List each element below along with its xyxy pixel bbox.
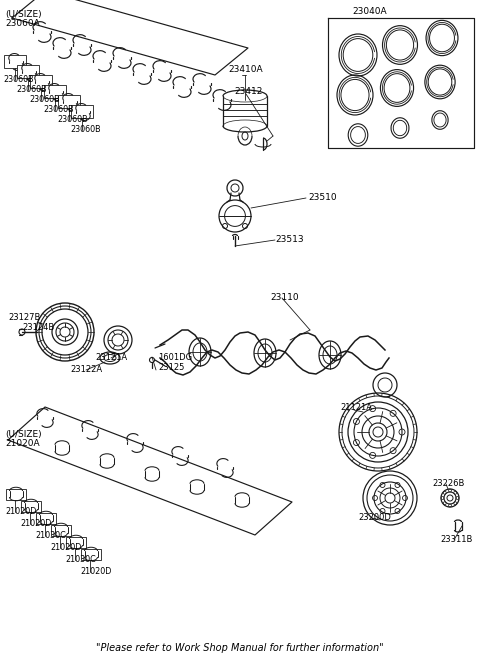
Text: (U/SIZE): (U/SIZE) <box>5 430 42 440</box>
Text: 21020D: 21020D <box>50 544 82 553</box>
Text: (U/SIZE): (U/SIZE) <box>5 10 42 20</box>
Bar <box>30 75 52 88</box>
Text: 23125: 23125 <box>158 364 184 373</box>
Bar <box>44 85 66 98</box>
Text: 23410A: 23410A <box>228 66 263 75</box>
Bar <box>66 537 86 548</box>
Text: 23226B: 23226B <box>432 479 464 489</box>
Text: 23060A: 23060A <box>5 18 40 28</box>
Text: 23060B: 23060B <box>16 86 47 94</box>
Text: 23127B: 23127B <box>8 314 40 322</box>
Text: 1601DG: 1601DG <box>158 354 192 362</box>
Bar <box>36 513 56 524</box>
Text: 23200D: 23200D <box>358 514 391 523</box>
Bar <box>71 105 93 118</box>
Text: 23121A: 23121A <box>95 354 127 362</box>
Text: 23060B: 23060B <box>3 75 34 84</box>
Text: 21020D: 21020D <box>80 567 111 576</box>
Text: 23060B: 23060B <box>29 96 60 105</box>
Text: 21020D: 21020D <box>20 519 51 529</box>
Text: 23060B: 23060B <box>43 105 73 115</box>
Text: 21020D: 21020D <box>5 508 36 517</box>
Bar <box>21 501 41 512</box>
Text: 23040A: 23040A <box>352 7 386 16</box>
Text: 23060B: 23060B <box>70 126 101 134</box>
Text: 23510: 23510 <box>308 193 336 202</box>
Text: 21030C: 21030C <box>65 555 96 565</box>
Bar <box>17 65 39 78</box>
Text: 23110: 23110 <box>270 293 299 303</box>
Bar <box>6 489 26 500</box>
Text: 23124B: 23124B <box>22 324 54 333</box>
Bar <box>58 95 80 108</box>
Text: 21020A: 21020A <box>5 438 40 447</box>
Bar <box>81 549 101 560</box>
Text: 21121A: 21121A <box>340 403 372 413</box>
Text: 23311B: 23311B <box>440 536 472 544</box>
Bar <box>4 55 26 68</box>
Text: 23122A: 23122A <box>70 365 102 375</box>
Text: 23513: 23513 <box>275 236 304 244</box>
Text: "Please refer to Work Shop Manual for further information": "Please refer to Work Shop Manual for fu… <box>96 643 384 653</box>
Text: 23412: 23412 <box>234 88 263 96</box>
Text: 21030C: 21030C <box>35 531 66 540</box>
Text: 23060B: 23060B <box>57 115 88 124</box>
Bar <box>51 525 71 536</box>
